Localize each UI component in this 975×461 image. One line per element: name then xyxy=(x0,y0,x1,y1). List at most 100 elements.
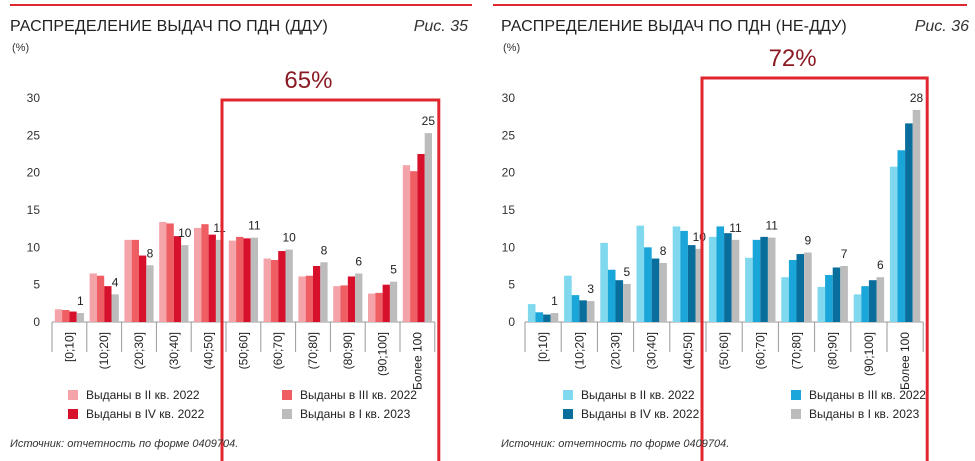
source-note: Источник: отчетность по форме 0409704. xyxy=(10,438,239,450)
highlight-share-label: 65% xyxy=(284,67,332,94)
legend-item: Выданы в III кв. 2022 xyxy=(791,388,926,402)
category-label: (10;20] xyxy=(572,332,586,369)
legend-swatch xyxy=(282,409,292,419)
y-tick-label: 15 xyxy=(27,203,41,217)
y-tick-label: 20 xyxy=(27,166,41,180)
bar xyxy=(89,273,97,322)
category-label: (60;70] xyxy=(271,332,285,369)
data-label: 11 xyxy=(248,219,261,233)
y-tick-label: 0 xyxy=(33,315,40,329)
legend-item: Выданы в II кв. 2022 xyxy=(68,388,200,402)
legend-label: Выданы в II кв. 2022 xyxy=(581,388,695,402)
category-label: (90;100] xyxy=(376,332,390,376)
legend-swatch xyxy=(282,390,292,400)
bar xyxy=(760,236,768,322)
bar xyxy=(897,150,906,322)
legend-label: Выданы в I кв. 2023 xyxy=(300,407,411,421)
bar xyxy=(181,245,189,322)
y-tick-label: 25 xyxy=(27,128,41,142)
bar xyxy=(424,133,432,322)
category-label: (70;80] xyxy=(306,332,320,369)
chart-title: РАСПРЕДЕЛЕНИЕ ВЫДАЧ ПО ПДН (ДДУ) xyxy=(10,18,328,35)
bar xyxy=(853,294,862,322)
highlight-box xyxy=(700,76,929,461)
bar xyxy=(159,221,167,322)
bar xyxy=(166,223,174,322)
data-label: 1 xyxy=(551,294,558,308)
data-label: 28 xyxy=(910,91,924,105)
bar xyxy=(651,258,660,322)
legend-swatch xyxy=(68,409,78,419)
bar xyxy=(382,284,390,322)
chart-panel-ddu: РАСПРЕДЕЛЕНИЕ ВЫДАЧ ПО ПДН (ДДУ) Рис. 35… xyxy=(0,0,480,461)
bar xyxy=(194,227,202,322)
bar xyxy=(54,309,63,322)
bar xyxy=(680,230,688,322)
bar xyxy=(905,123,913,323)
bar xyxy=(535,312,544,322)
bar xyxy=(781,277,789,322)
legend-swatch xyxy=(68,390,78,400)
data-label: 6 xyxy=(877,258,884,272)
bar xyxy=(263,258,271,322)
category-label: [0;10] xyxy=(62,332,76,362)
bar xyxy=(752,239,761,322)
legend-item: Выданы в III кв. 2022 xyxy=(282,388,417,402)
legend-swatch xyxy=(563,409,573,419)
top-accent-line xyxy=(10,4,472,6)
bar xyxy=(868,280,877,322)
bar xyxy=(687,245,696,322)
y-unit-label: (%) xyxy=(503,42,521,54)
legend-label: Выданы в I кв. 2023 xyxy=(809,407,920,421)
bar xyxy=(796,254,805,322)
data-label: 1 xyxy=(77,294,84,308)
chart-panel-non-ddu: РАСПРЕДЕЛЕНИЕ ВЫДАЧ ПО ПДН (НЕ-ДДУ) Рис.… xyxy=(493,0,973,461)
y-tick-label: 10 xyxy=(502,240,516,254)
bar xyxy=(208,234,216,322)
bar xyxy=(600,242,608,322)
category-label: Более 100 xyxy=(410,332,424,390)
data-label: 10 xyxy=(178,226,192,240)
bar xyxy=(889,166,898,322)
bar xyxy=(215,239,224,322)
category-label: (70;80] xyxy=(790,332,804,369)
data-label: 9 xyxy=(805,234,812,248)
bar xyxy=(825,274,833,322)
bar xyxy=(571,295,580,322)
bar xyxy=(817,286,826,322)
figure-number: Рис. 35 xyxy=(413,18,468,35)
bar-chart: 0 5 10 15 20 25 30 1 [0;10] 3 (10;20] 5 (20;30] 8 (30;… xyxy=(502,45,929,461)
source-note: Источник: отчетность по форме 0409704. xyxy=(501,438,730,450)
data-label: 6 xyxy=(355,254,362,268)
bar xyxy=(543,314,551,322)
bar xyxy=(173,236,182,322)
bar xyxy=(607,269,616,322)
legend-label: Выданы в III кв. 2022 xyxy=(300,388,417,402)
bar xyxy=(368,293,376,322)
bar xyxy=(417,154,425,322)
category-label: (50;60] xyxy=(236,332,250,369)
bar xyxy=(912,109,921,323)
bar xyxy=(355,273,363,322)
bar xyxy=(146,265,154,322)
bar xyxy=(724,233,732,322)
y-tick-label: 20 xyxy=(502,166,516,180)
legend-label: Выданы в III кв. 2022 xyxy=(809,388,926,402)
bar xyxy=(659,263,667,322)
y-tick-label: 15 xyxy=(502,203,516,217)
highlight-box xyxy=(220,98,441,461)
bar xyxy=(62,310,70,322)
bar xyxy=(527,304,536,322)
legend: Выданы в II кв. 2022 Выданы в III кв. 20… xyxy=(501,388,961,428)
legend-item: Выданы в I кв. 2023 xyxy=(282,407,410,421)
bar xyxy=(69,311,77,322)
bar xyxy=(201,224,209,322)
bar xyxy=(767,237,776,322)
bar xyxy=(340,285,348,322)
category-label: Более 100 xyxy=(898,332,912,390)
bar xyxy=(708,236,717,322)
category-label: (40;50] xyxy=(681,332,695,369)
bar xyxy=(76,313,84,322)
bar xyxy=(876,277,885,322)
bar xyxy=(615,280,624,322)
